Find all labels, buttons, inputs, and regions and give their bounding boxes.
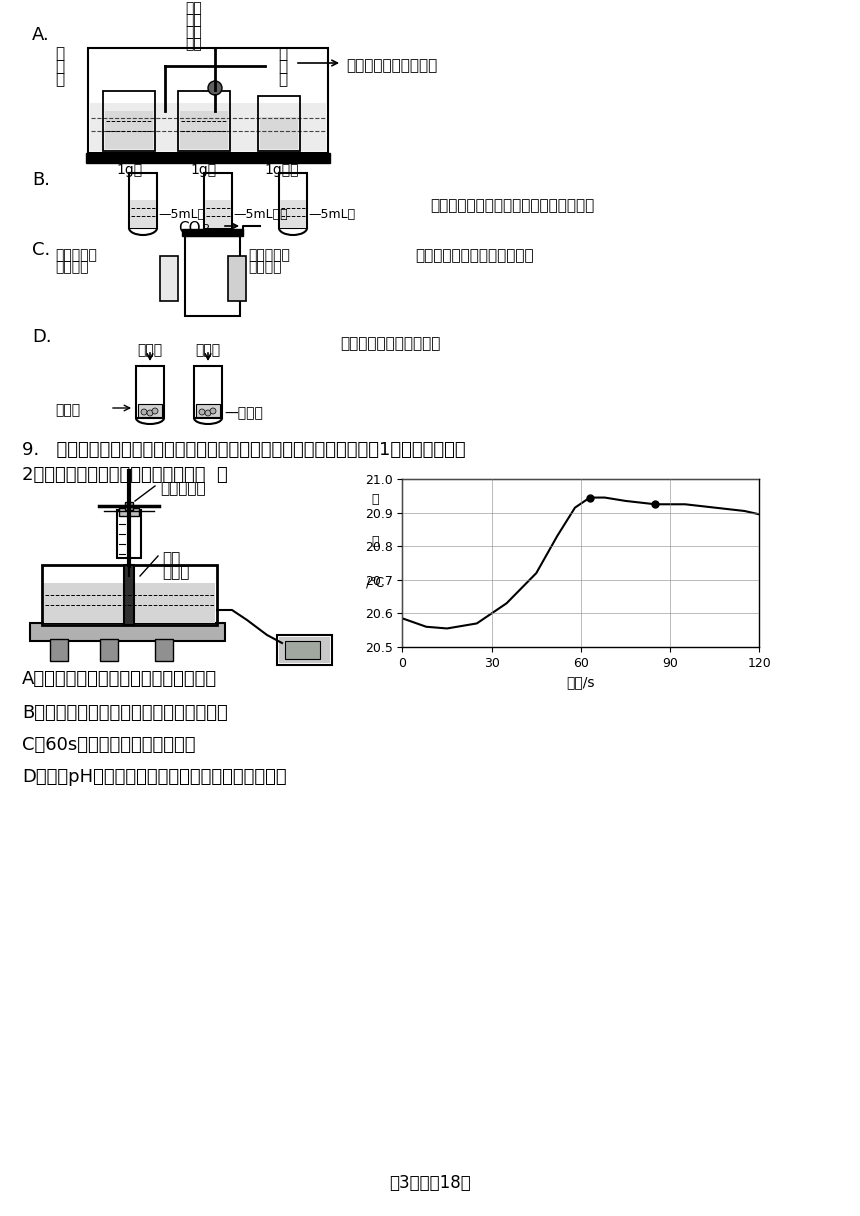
- Text: 浓: 浓: [278, 46, 287, 61]
- Bar: [105, 111, 153, 150]
- Text: A．磁力搅拌器的作用是使溶液温度升高: A．磁力搅拌器的作用是使溶液温度升高: [22, 670, 217, 688]
- Bar: [138, 404, 162, 417]
- Bar: [260, 117, 298, 150]
- Text: 稀盐酸: 稀盐酸: [138, 343, 163, 358]
- Circle shape: [210, 409, 216, 413]
- Text: 大理石: 大理石: [55, 402, 80, 417]
- Circle shape: [199, 409, 205, 415]
- Circle shape: [208, 81, 222, 95]
- Text: 石蕊试纸: 石蕊试纸: [248, 260, 281, 274]
- Text: 酚酞: 酚酞: [185, 13, 202, 27]
- Text: A.: A.: [32, 26, 50, 44]
- Text: /℃: /℃: [366, 576, 384, 590]
- Text: D.: D.: [32, 328, 52, 347]
- Bar: [103, 91, 155, 151]
- Bar: [136, 366, 164, 418]
- Text: CO: CO: [178, 221, 200, 236]
- X-axis label: 时间/s: 时间/s: [567, 675, 595, 689]
- Text: 氨探究分子在不停运动: 氨探究分子在不停运动: [346, 58, 437, 73]
- Text: 度: 度: [372, 535, 378, 547]
- Text: 磁力: 磁力: [162, 551, 181, 565]
- Text: 探究物质溶解性与溶质和溶剂的性质相关: 探究物质溶解性与溶质和溶剂的性质相关: [430, 198, 594, 213]
- Text: 浓: 浓: [55, 46, 64, 61]
- Bar: [204, 173, 232, 229]
- Bar: [130, 199, 156, 229]
- Text: —5mL水: —5mL水: [308, 208, 355, 220]
- Bar: [277, 635, 332, 665]
- Bar: [228, 257, 246, 302]
- Text: B．该实验是将氢氧化钠溶液滴入稀盐酸中: B．该实验是将氢氧化钠溶液滴入稀盐酸中: [22, 704, 228, 722]
- Bar: [160, 257, 178, 302]
- Bar: [180, 111, 228, 150]
- Bar: [125, 502, 133, 510]
- Bar: [119, 508, 139, 516]
- Bar: [285, 641, 320, 659]
- Text: 湿润的紫色: 湿润的紫色: [248, 248, 290, 261]
- Bar: [258, 96, 300, 151]
- Bar: [30, 623, 225, 641]
- Bar: [42, 565, 217, 625]
- Text: 搅拌器: 搅拌器: [162, 565, 189, 580]
- Bar: [117, 510, 141, 558]
- Bar: [194, 366, 222, 418]
- Bar: [124, 565, 134, 625]
- Text: 干燥的紫色: 干燥的紫色: [55, 248, 97, 261]
- Text: 1g碘: 1g碘: [116, 163, 142, 178]
- Bar: [129, 173, 157, 229]
- Text: —碳酸钠: —碳酸钠: [224, 406, 263, 420]
- Text: —5mL水: —5mL水: [158, 208, 206, 220]
- Text: 水: 水: [278, 72, 287, 88]
- Bar: [182, 229, 243, 236]
- Text: 馏水: 馏水: [185, 36, 202, 51]
- Text: 石蕊试纸: 石蕊试纸: [55, 260, 89, 274]
- Bar: [86, 153, 330, 163]
- Text: 温: 温: [372, 492, 378, 506]
- Text: 探究影响反应速率的因素: 探究影响反应速率的因素: [340, 336, 440, 351]
- Text: 温度传感器: 温度传感器: [160, 482, 206, 496]
- Bar: [279, 173, 307, 229]
- Bar: [280, 199, 306, 229]
- Text: C．60s时溶液中溶质只有氯化钠: C．60s时溶液中溶质只有氯化钠: [22, 736, 195, 754]
- Bar: [155, 638, 173, 662]
- Text: 氯: 氯: [278, 60, 287, 74]
- Circle shape: [147, 410, 153, 416]
- Text: 的蒸: 的蒸: [185, 26, 202, 39]
- Circle shape: [152, 409, 158, 413]
- Text: 2是测得的数据。下列说法正确的是（  ）: 2是测得的数据。下列说法正确的是（ ）: [22, 466, 228, 484]
- Text: 1g碘: 1g碘: [191, 163, 217, 178]
- Bar: [44, 582, 215, 623]
- Bar: [196, 404, 220, 417]
- Text: 第3页，共18页: 第3页，共18页: [389, 1173, 471, 1192]
- Text: 氯: 氯: [55, 60, 64, 74]
- Text: 稀硫酸: 稀硫酸: [195, 343, 220, 358]
- Text: 9.   氢氧化钠溶液与稀盐酸是否发生反应？运用数字化实验进行探究，图1是实验装置，图: 9. 氢氧化钠溶液与稀盐酸是否发生反应？运用数字化实验进行探究，图1是实验装置，…: [22, 441, 465, 458]
- Text: 滴有: 滴有: [185, 1, 202, 15]
- Bar: [88, 47, 328, 153]
- Text: D．如用pH传感器代替温度传感器也能达到实验目的: D．如用pH传感器代替温度传感器也能达到实验目的: [22, 769, 286, 786]
- Text: —5mL汽油: —5mL汽油: [233, 208, 287, 220]
- Bar: [279, 637, 330, 663]
- Text: 1g蔗糖: 1g蔗糖: [265, 163, 299, 178]
- Text: 2: 2: [202, 224, 209, 233]
- Bar: [178, 91, 230, 151]
- Bar: [100, 638, 118, 662]
- Text: C.: C.: [32, 241, 50, 259]
- Text: B.: B.: [32, 171, 50, 188]
- Circle shape: [205, 410, 211, 416]
- Text: 探究二氧化碳与水反应生成酸: 探究二氧化碳与水反应生成酸: [415, 248, 533, 263]
- Circle shape: [141, 409, 147, 415]
- Bar: [205, 199, 231, 229]
- Bar: [185, 236, 240, 316]
- Bar: [50, 638, 68, 662]
- Bar: [90, 103, 326, 151]
- Text: 水: 水: [55, 72, 64, 88]
